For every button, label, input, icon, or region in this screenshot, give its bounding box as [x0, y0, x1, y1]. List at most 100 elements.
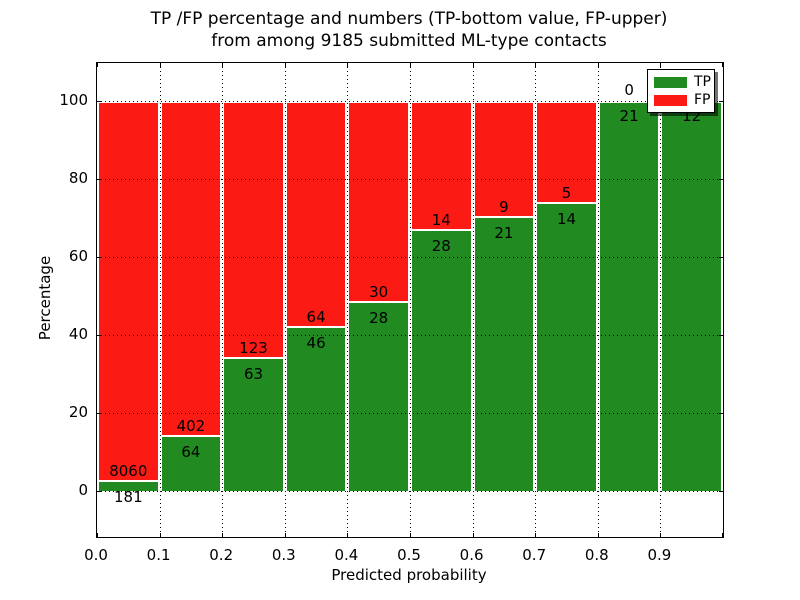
bar-fp-count-label: 8060 — [109, 462, 148, 481]
gridline-vertical — [410, 63, 411, 537]
bar-fp-segment — [472, 101, 536, 218]
bar-tp-segment — [410, 231, 473, 491]
bar-fp-segment — [222, 101, 285, 359]
tick-mark — [410, 533, 411, 537]
tick-mark — [719, 101, 723, 102]
x-tick-label: 0.4 — [334, 546, 359, 564]
x-tick-label: 0.6 — [459, 546, 484, 564]
bar-fp-count-label: 30 — [369, 282, 389, 301]
legend-label: FP — [694, 92, 711, 108]
legend-label: TP — [694, 74, 711, 90]
bar-fp-segment — [97, 101, 160, 483]
bar-tp-segment — [597, 101, 661, 491]
legend-entry: TP — [648, 74, 714, 90]
bar-tp-segment — [347, 302, 410, 491]
legend-entry: FP — [648, 92, 714, 108]
bar-tp-count-label: 64 — [181, 443, 201, 462]
bar-tp-segment — [222, 358, 285, 491]
tick-mark — [159, 533, 161, 537]
gridline-vertical — [284, 63, 286, 537]
x-axis-label: Predicted probability — [331, 566, 487, 584]
tick-mark — [660, 63, 662, 67]
bar-tp-segment — [284, 327, 348, 491]
chart-title-line1: TP /FP percentage and numbers (TP-bottom… — [150, 9, 668, 29]
bar-tp-count-label: 14 — [556, 209, 577, 228]
bar-tp-count-label: 21 — [619, 107, 639, 125]
tick-mark — [719, 491, 723, 492]
x-tick-label: 0.9 — [647, 546, 672, 564]
tick-mark — [284, 533, 286, 537]
y-tick-label: 40 — [68, 325, 88, 343]
bar-fp-count-label: 14 — [431, 211, 451, 229]
bar-tp-count-label: 63 — [243, 364, 264, 383]
gridline-vertical — [660, 63, 662, 537]
chart-title-line2: from among 9185 submitted ML-type contac… — [211, 31, 607, 52]
tick-mark — [719, 257, 723, 258]
tick-mark — [597, 533, 599, 537]
fp-swatch-icon — [654, 94, 687, 106]
bar-fp-count-label: 0 — [624, 81, 634, 99]
tick-mark — [472, 63, 474, 67]
tick-mark — [410, 63, 411, 67]
gridline-vertical — [222, 63, 224, 537]
bar-fp-count-label: 9 — [499, 198, 509, 216]
tick-mark — [535, 533, 537, 537]
y-tick-label: 0 — [78, 481, 88, 499]
bar-tp-count-label: 28 — [369, 308, 389, 327]
x-tick-label: 0.5 — [397, 546, 421, 564]
bar-fp-segment — [284, 101, 348, 328]
bar-tp-count-label: 181 — [113, 488, 143, 507]
tick-mark — [719, 413, 723, 414]
tick-mark — [347, 63, 349, 67]
tick-mark — [222, 63, 224, 67]
bar-tp-segment — [660, 101, 723, 491]
bar-fp-count-label: 64 — [306, 307, 326, 326]
tick-mark — [97, 179, 101, 180]
tick-mark — [97, 101, 101, 102]
tick-mark — [222, 533, 224, 537]
tick-mark — [97, 533, 98, 537]
tick-mark — [719, 179, 723, 180]
bar-tp-count-label: 28 — [431, 237, 451, 255]
tick-mark — [97, 257, 101, 258]
bar-fp-segment — [347, 101, 410, 303]
x-tick-label: 0.3 — [271, 546, 296, 564]
bar-tp-count-label: 21 — [494, 224, 514, 242]
tick-mark — [719, 335, 723, 336]
tick-mark — [472, 533, 474, 537]
x-tick-label: 0.0 — [84, 546, 108, 564]
gridline-vertical — [347, 63, 349, 537]
bar-fp-count-label: 402 — [176, 417, 206, 436]
tick-mark — [347, 533, 349, 537]
legend-box: TP FP — [647, 69, 715, 113]
tick-mark — [97, 491, 101, 492]
chart-title: TP /FP percentage and numbers (TP-bottom… — [96, 8, 722, 53]
tick-mark — [722, 533, 723, 537]
bar-fp-segment — [159, 101, 223, 438]
tp-swatch-icon — [654, 76, 687, 88]
tick-mark — [535, 63, 537, 67]
x-tick-label: 0.1 — [146, 546, 171, 564]
bar-tp-segment — [472, 218, 536, 491]
x-tick-label: 0.2 — [209, 546, 234, 564]
bar-tp-count-label: 46 — [306, 333, 326, 352]
y-tick-label: 80 — [68, 169, 88, 187]
tick-mark — [97, 335, 101, 336]
x-tick-label: 0.7 — [522, 546, 547, 564]
bar-fp-count-label: 123 — [239, 338, 268, 357]
gridline-vertical — [472, 63, 474, 537]
y-tick-label: 60 — [68, 247, 88, 265]
tick-mark — [284, 63, 286, 67]
y-tick-label: 20 — [68, 403, 88, 421]
gridline-vertical — [535, 63, 537, 537]
tick-mark — [97, 413, 101, 414]
tick-mark — [159, 63, 161, 67]
plot-area: 8060181402641236364463028142892151402101… — [96, 62, 724, 538]
gridline-vertical — [159, 63, 161, 537]
gridline-vertical — [597, 63, 599, 537]
tick-mark — [660, 533, 662, 537]
tick-mark — [597, 63, 599, 67]
bar-tp-segment — [535, 203, 598, 491]
y-tick-label: 100 — [59, 91, 88, 109]
